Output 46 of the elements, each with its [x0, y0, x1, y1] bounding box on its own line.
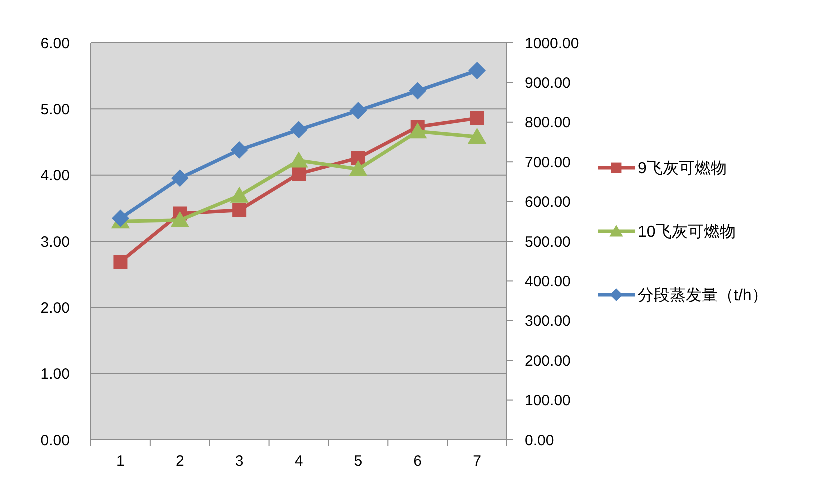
y2-tick-label: 700.00 — [525, 154, 571, 172]
y2-tick-label: 600.00 — [525, 194, 571, 212]
point — [172, 170, 189, 187]
y2-tick-label: 0.00 — [525, 432, 554, 450]
point — [349, 160, 368, 176]
x-tick-label: 7 — [473, 453, 482, 470]
legend-label: 10飞灰可燃物 — [638, 224, 736, 242]
point — [350, 102, 367, 120]
legend-label: 分段蒸发量（t/h） — [638, 286, 768, 305]
x-tick-label: 5 — [354, 453, 363, 470]
point — [292, 167, 306, 182]
point — [409, 82, 426, 100]
point — [290, 121, 308, 138]
point — [112, 210, 130, 227]
x-tick-label: 2 — [176, 453, 184, 470]
y-tick-label: 6.00 — [40, 35, 70, 52]
y-tick-label: 0.00 — [40, 432, 70, 450]
point — [468, 62, 486, 80]
y-tick-label: 4.00 — [40, 168, 70, 185]
y2-tick-label: 100.00 — [525, 392, 571, 410]
y2-tick-label: 900.00 — [525, 74, 571, 92]
x-tick-label: 4 — [294, 453, 304, 470]
point — [231, 142, 248, 159]
y-tick-label: 2.00 — [40, 300, 70, 317]
y2-tick-label: 400.00 — [525, 273, 571, 290]
x-tick-label: 1 — [116, 453, 125, 470]
point — [408, 123, 427, 139]
point — [470, 111, 484, 126]
y-tick-label: 1.00 — [40, 366, 70, 384]
y2-tick-label: 1000.00 — [525, 35, 580, 52]
y-tick-label: 3.00 — [40, 234, 70, 251]
y2-tick-label: 200.00 — [525, 352, 571, 370]
point — [171, 212, 190, 228]
point — [468, 128, 486, 144]
y2-tick-label: 800.00 — [525, 114, 571, 132]
point — [114, 255, 128, 270]
y2-tick-label: 500.00 — [525, 234, 571, 251]
x-tick-label: 6 — [414, 453, 422, 470]
point — [351, 151, 366, 166]
point — [290, 152, 308, 168]
point — [232, 203, 247, 218]
point — [230, 187, 249, 203]
y2-tick-label: 300.00 — [525, 313, 571, 330]
legend-label: 9飞灰可燃物 — [638, 160, 727, 178]
x-tick-label: 3 — [235, 453, 244, 470]
y-tick-label: 5.00 — [40, 101, 70, 118]
